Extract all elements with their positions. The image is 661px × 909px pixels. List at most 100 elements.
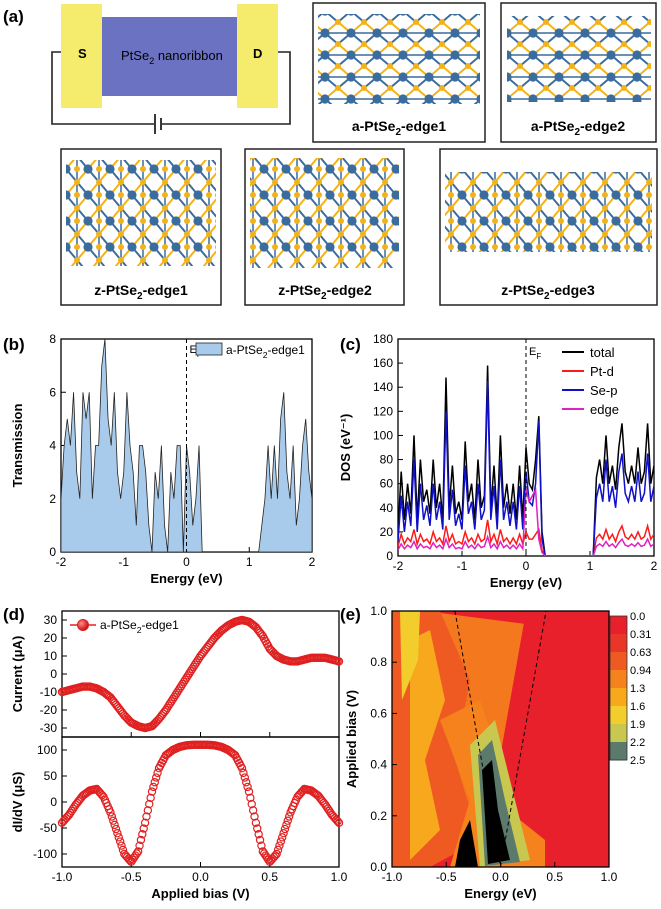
- drain-electrode: [237, 4, 278, 108]
- legend-label: a-PtSe2-edge1: [100, 618, 179, 635]
- colorbar-segment: [610, 706, 627, 725]
- didv-point: [129, 853, 139, 862]
- y-tick-label: 20: [44, 631, 58, 645]
- didv-point: [284, 812, 294, 821]
- y-tick-label: 0.4: [370, 758, 387, 772]
- legend-swatch: [195, 342, 223, 356]
- x-tick-label: -2: [56, 555, 67, 569]
- y-tick-label: 120: [373, 404, 393, 418]
- didv-point: [273, 845, 283, 855]
- colorbar-segment: [610, 742, 627, 761]
- current-point: [212, 630, 222, 640]
- y-tick-label: -10: [40, 685, 58, 699]
- bias-window-line-right: [500, 611, 547, 867]
- lattice-a-edge2: [507, 16, 651, 102]
- heatmap-plot: -1.0 -0.5 0.0 0.5 1.0 0.0 0.2 0.4 0.6 0.8 1.0 Energ…: [344, 604, 651, 901]
- x-axis-title: Applied bias (V): [151, 886, 249, 901]
- didv-point: [255, 835, 265, 845]
- y-tick-label: 30: [44, 613, 58, 627]
- structure-a-edge2: a-PtSe2-edge2: [500, 2, 657, 143]
- colorbar-frame: [609, 615, 628, 761]
- panel-label-c: (c): [340, 335, 361, 354]
- y-tick-label: 80: [380, 453, 394, 467]
- structure-z-edge2: z-PtSe2-edge2: [244, 148, 405, 306]
- lattice-z-edge2: [250, 158, 399, 268]
- lattice-a-edge1: [318, 14, 480, 104]
- current-point: [168, 695, 177, 704]
- x-tick-label: 0: [523, 559, 530, 573]
- y-tick-label: 0.0: [370, 860, 387, 874]
- y-tick-label: 8: [49, 332, 56, 346]
- y-tick-label: 0: [50, 667, 57, 681]
- didv-point: [323, 804, 333, 813]
- current-point: [167, 697, 176, 706]
- y-axis-title: Current (μA): [10, 636, 25, 713]
- current-point: [178, 679, 187, 689]
- didv-point: [251, 818, 261, 828]
- x-tick-label: 2: [309, 555, 316, 569]
- y-tick-label: 160: [373, 356, 393, 370]
- x-tick-label: 1: [246, 555, 253, 569]
- y-tick-label: -50: [40, 821, 58, 835]
- didv-point: [147, 787, 157, 796]
- y-axis-title: dI/dV (μS): [10, 772, 25, 833]
- y-axis-title: Applied bias (V): [344, 690, 359, 788]
- current-point: [172, 688, 182, 697]
- didv-point: [111, 824, 121, 834]
- didv-series: [57, 740, 344, 867]
- channel-label: PtSe2 nanoribbon: [121, 48, 223, 66]
- x-tick-label: 0.0: [492, 870, 509, 884]
- dos-line-sep: [398, 381, 654, 556]
- didv-point: [248, 806, 258, 815]
- current-point: [147, 722, 157, 731]
- y-tick-label: 0.8: [370, 655, 387, 669]
- didv-point: [107, 812, 117, 821]
- caption-z-edge2: z-PtSe2-edge2: [278, 282, 372, 302]
- current-point: [185, 669, 194, 678]
- current-point: [176, 682, 186, 691]
- didv-point: [67, 806, 76, 816]
- colorbar-label: 2.5: [630, 755, 645, 767]
- legend-marker: [77, 619, 89, 631]
- x-tick-label: 1.0: [331, 870, 348, 884]
- current-point: [163, 703, 172, 713]
- x-axis-title: Energy (eV): [150, 571, 222, 586]
- structure-a-edge1: a-PtSe2-edge1: [312, 2, 486, 143]
- colorbar-label: 1.3: [630, 683, 645, 695]
- colorbar-segment: [610, 670, 627, 689]
- didv-point: [115, 837, 125, 846]
- x-tick-label: 0.5: [261, 870, 278, 884]
- didv-point: [283, 816, 292, 825]
- x-tick-label: 1: [587, 559, 594, 573]
- current-point: [175, 684, 184, 693]
- current-point: [257, 630, 266, 639]
- current-point: [174, 686, 183, 695]
- heatmap-region-pale: [400, 611, 420, 700]
- heatmap-region-black2: [455, 820, 478, 867]
- caption-a-edge2: a-PtSe2-edge2: [531, 118, 625, 138]
- didv-point: [242, 778, 251, 787]
- legend-label: edge: [590, 402, 619, 417]
- colorbar-label: 1.6: [630, 701, 645, 713]
- circuit-wire-right: [162, 51, 291, 125]
- didv-point: [333, 817, 342, 826]
- y-tick-label: -100: [33, 847, 57, 861]
- didv-point: [322, 802, 331, 811]
- y-tick-label: 1.0: [370, 604, 387, 618]
- drain-label: D: [253, 46, 262, 61]
- heatmap-field: [392, 611, 609, 867]
- didv-point: [150, 778, 159, 787]
- heatmap-region-yellow: [410, 630, 445, 860]
- didv-point: [128, 855, 137, 864]
- current-point: [104, 692, 114, 701]
- colorbar-segment: [610, 634, 627, 653]
- current-point: [211, 632, 220, 641]
- y-tick-label: 10: [44, 649, 58, 663]
- current-point: [190, 660, 200, 669]
- didv-point: [261, 851, 270, 860]
- colorbar-label: 1.9: [630, 719, 645, 731]
- y-axis-title: DOS (eV⁻¹): [338, 414, 353, 482]
- didv-point: [312, 790, 322, 799]
